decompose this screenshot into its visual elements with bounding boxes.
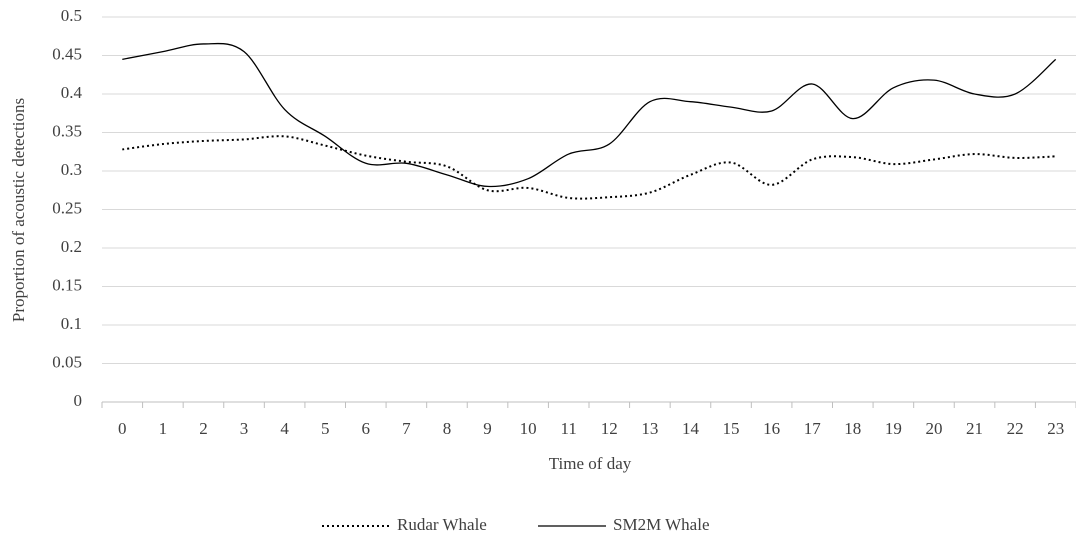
x-tick-label: 4: [280, 419, 289, 438]
y-tick-label: 0.05: [52, 352, 82, 371]
x-tick-label: 19: [885, 419, 902, 438]
x-tick-label: 23: [1047, 419, 1064, 438]
x-tick-label: 15: [723, 419, 740, 438]
x-tick-label: 2: [199, 419, 208, 438]
x-tick-label: 6: [362, 419, 371, 438]
y-tick-label: 0.3: [61, 160, 82, 179]
x-tick-label: 13: [641, 419, 658, 438]
x-tick-label: 0: [118, 419, 127, 438]
x-tick-label: 12: [601, 419, 618, 438]
y-axis-title: Proportion of acoustic detections: [9, 98, 28, 322]
x-tick-label: 18: [844, 419, 861, 438]
x-tick-label: 20: [925, 419, 942, 438]
x-tick-label: 14: [682, 419, 700, 438]
x-tick-label: 10: [520, 419, 537, 438]
y-tick-label: 0.15: [52, 275, 82, 294]
y-tick-label: 0.1: [61, 314, 82, 333]
x-tick-label: 17: [804, 419, 822, 438]
x-tick-label: 7: [402, 419, 411, 438]
y-tick-label: 0: [74, 391, 83, 410]
legend-label: Rudar Whale: [397, 515, 487, 534]
x-tick-label: 21: [966, 419, 983, 438]
legend-label: SM2M Whale: [613, 515, 710, 534]
y-tick-label: 0.5: [61, 6, 82, 25]
x-tick-label: 5: [321, 419, 330, 438]
y-tick-label: 0.25: [52, 198, 82, 217]
y-tick-label: 0.2: [61, 237, 82, 256]
series-line: [122, 135, 1056, 200]
x-tick-label: 9: [483, 419, 492, 438]
y-tick-label: 0.4: [61, 83, 83, 102]
x-tick-label: 11: [561, 419, 577, 438]
x-tick-label: 16: [763, 419, 780, 438]
y-tick-label: 0.45: [52, 44, 82, 63]
y-tick-label: 0.35: [52, 121, 82, 140]
x-tick-label: 8: [443, 419, 452, 438]
x-tick-label: 1: [159, 419, 168, 438]
x-tick-label: 22: [1007, 419, 1024, 438]
x-tick-label: 3: [240, 419, 249, 438]
series-line: [122, 42, 1057, 188]
x-axis-title: Time of day: [549, 454, 632, 473]
